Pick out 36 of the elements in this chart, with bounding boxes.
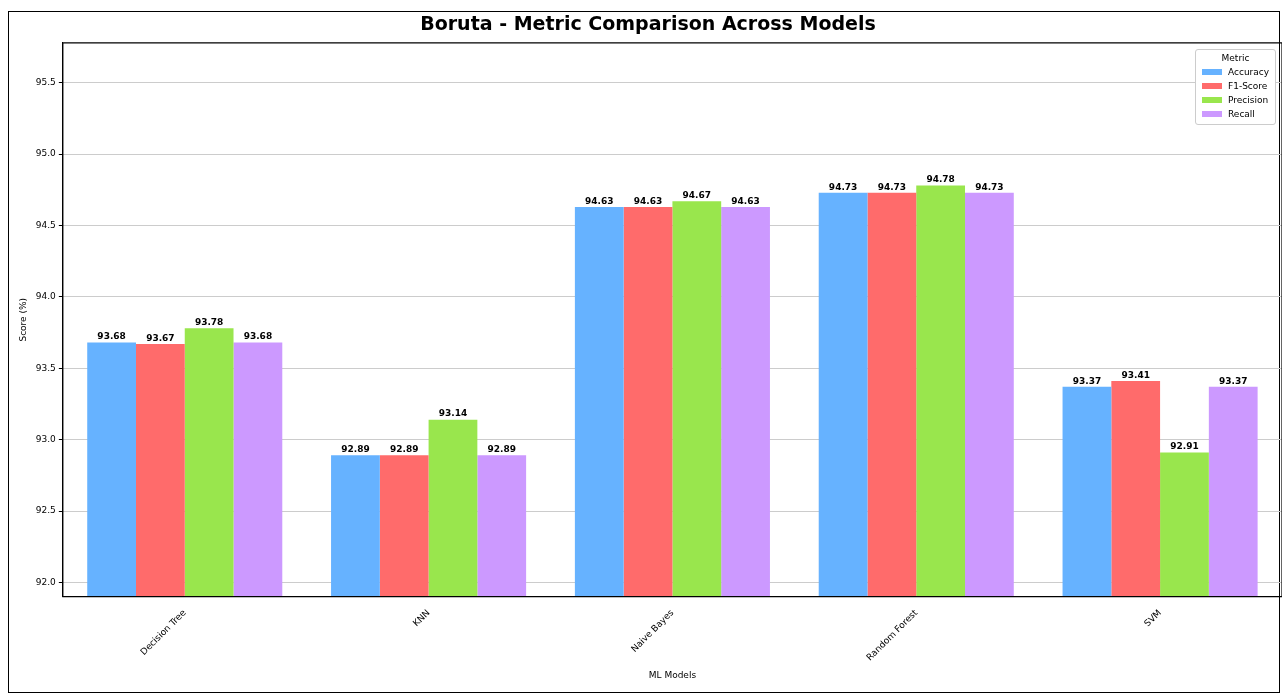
data-label: 94.67: [682, 190, 712, 201]
chart-title: Boruta - Metric Comparison Across Models: [420, 12, 876, 35]
x-axis-title: ML Models: [648, 669, 697, 680]
y-tick-label: 95.5: [35, 77, 56, 88]
data-label: 94.73: [828, 181, 858, 192]
y-tick-label: 93.0: [35, 433, 57, 444]
y-tick-label: 93.5: [35, 362, 56, 373]
data-label: 93.67: [146, 332, 175, 343]
y-tick-label: 95.0: [35, 148, 57, 159]
data-label: 94.73: [975, 181, 1004, 192]
legend-label: Accuracy: [1228, 65, 1270, 79]
data-label: 93.41: [1121, 369, 1150, 380]
legend-label: F1-Score: [1228, 79, 1268, 93]
legend-label: Precision: [1228, 93, 1269, 107]
data-label: 93.14: [438, 408, 468, 419]
data-label: 92.91: [1170, 441, 1199, 452]
data-label: 93.37: [1072, 375, 1102, 386]
y-tick-label: 94.0: [35, 291, 57, 302]
data-label: 94.78: [926, 174, 955, 185]
data-label: 93.37: [1219, 375, 1248, 386]
y-tick-label: 92.0: [35, 576, 57, 587]
data-label: 93.68: [243, 331, 273, 342]
data-label: 93.68: [97, 331, 126, 342]
legend-label: Recall: [1228, 107, 1255, 121]
data-label: 92.89: [389, 444, 419, 455]
data-label: 94.63: [731, 195, 760, 206]
y-axis-title: Score (%): [17, 297, 28, 342]
data-label: 92.89: [487, 444, 516, 455]
data-label: 94.73: [877, 181, 907, 192]
data-label: 94.63: [585, 195, 614, 206]
y-tick-label: 94.5: [35, 219, 56, 230]
data-label: 94.63: [633, 195, 663, 206]
y-tick-label: 92.5: [35, 505, 56, 516]
legend-title: Metric: [1220, 52, 1251, 63]
data-label: 93.78: [194, 317, 224, 328]
data-label: 92.89: [341, 444, 370, 455]
